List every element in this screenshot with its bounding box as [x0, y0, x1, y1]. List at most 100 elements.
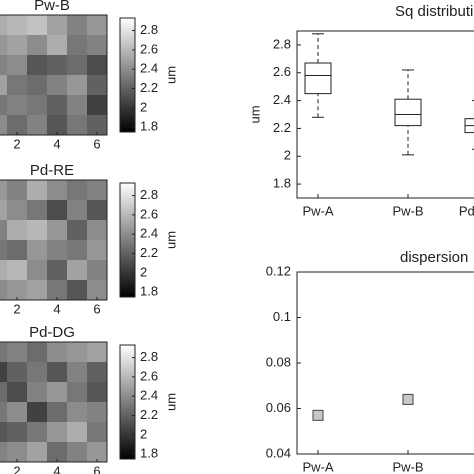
- x-tick-label: 2: [13, 136, 20, 151]
- y-tick-label: 0.12: [266, 263, 291, 278]
- heatmap-cell: [67, 115, 87, 135]
- colorbar-tick-label: 2.4: [140, 226, 158, 241]
- heatmap-cell: [87, 55, 107, 75]
- heatmap-cell: [47, 15, 67, 35]
- heatmap-cell: [67, 260, 87, 280]
- colorbar-tick-label: 1.8: [140, 446, 158, 461]
- y-tick-label: 0.06: [266, 400, 291, 415]
- y-tick-label: 0.04: [266, 445, 291, 460]
- heatmap-cell: [87, 362, 107, 382]
- heatmap-cell: [7, 402, 27, 422]
- y-tick-label: 0.1: [273, 309, 291, 324]
- heatmap-cell: [67, 35, 87, 55]
- heatmap-cell: [7, 342, 27, 362]
- heatmap-cell: [0, 342, 7, 362]
- heatmap-cell: [27, 382, 47, 402]
- heatmap-cell: [0, 402, 7, 422]
- heatmap-cell: [87, 342, 107, 362]
- heatmap-cell: [0, 115, 7, 135]
- x-tick-label: 6: [93, 136, 100, 151]
- heatmap-cell: [0, 75, 7, 95]
- heatmap-cell: [47, 95, 67, 115]
- heatmap-cell: [0, 260, 7, 280]
- heatmap-cell: [0, 362, 7, 382]
- heatmap-cell: [7, 115, 27, 135]
- heatmap-cell: [0, 15, 7, 35]
- heatmap-frame: [0, 14, 108, 136]
- heatmap-cell: [87, 382, 107, 402]
- heatmap-cell: [47, 280, 67, 300]
- heatmap-cell: [87, 402, 107, 422]
- y-tick-label: 0.08: [266, 354, 291, 369]
- chart-title: Sq distribution: [395, 3, 474, 20]
- heatmap-cell: [47, 115, 67, 135]
- heatmap-cell: [67, 15, 87, 35]
- heatmap-cell: [47, 422, 67, 442]
- heatmap-frame: [0, 341, 108, 463]
- x-tick-label: Pd-RE: [459, 203, 474, 218]
- heatmap-title: Pd-DG: [29, 324, 75, 341]
- heatmap-cell: [47, 200, 67, 220]
- heatmap-cell: [0, 220, 7, 240]
- heatmap-cell: [47, 75, 67, 95]
- y-tick-label: 2: [284, 148, 291, 163]
- heatmap-cell: [0, 35, 7, 55]
- y-tick-label: 2.4: [273, 92, 291, 107]
- heatmap-title: Pw-B: [34, 0, 70, 14]
- heatmap-cell: [87, 220, 107, 240]
- heatmap-cell: [47, 180, 67, 200]
- heatmap-cell: [87, 200, 107, 220]
- heatmap-cell: [7, 442, 27, 462]
- axes-frame: [296, 271, 474, 455]
- heatmap-cell: [67, 220, 87, 240]
- heatmap-cell: [87, 260, 107, 280]
- heatmap-cell: [87, 280, 107, 300]
- colorbar-tick-label: 2.2: [140, 245, 158, 260]
- colorbar-tick-label: 2: [140, 264, 147, 279]
- heatmap-cell: [67, 382, 87, 402]
- x-tick-label: 2: [13, 301, 20, 316]
- heatmap-cell: [67, 442, 87, 462]
- box: [304, 62, 332, 95]
- heatmap-cell: [0, 422, 7, 442]
- colorbar-tick-label: 2.2: [140, 80, 158, 95]
- heatmap-cell: [87, 442, 107, 462]
- heatmap-cell: [47, 35, 67, 55]
- heatmap-cell: [67, 422, 87, 442]
- heatmap-frame: [0, 179, 108, 301]
- heatmap-cell: [87, 15, 107, 35]
- heatmap-cell: [0, 442, 7, 462]
- heatmap-cell: [27, 362, 47, 382]
- x-tick-label: 2: [13, 463, 20, 474]
- heatmap-cell: [0, 280, 7, 300]
- heatmap-cell: [7, 280, 27, 300]
- heatmap-cell: [87, 180, 107, 200]
- heatmap-cell: [27, 15, 47, 35]
- heatmap-cell: [27, 220, 47, 240]
- heatmap-cell: [47, 260, 67, 280]
- x-tick-label: 6: [93, 301, 100, 316]
- chart-title: dispersion: [400, 249, 468, 266]
- heatmap-cell: [7, 422, 27, 442]
- heatmap-cell: [47, 362, 67, 382]
- heatmap-cell: [0, 382, 7, 402]
- colorbar-tick-label: 2: [140, 426, 147, 441]
- x-tick-label: Pw-B: [392, 203, 423, 218]
- heatmap-cell: [67, 342, 87, 362]
- colorbar-label: um: [163, 231, 178, 249]
- heatmap-cell: [0, 200, 7, 220]
- heatmap-cell: [47, 402, 67, 422]
- heatmap-cell: [87, 422, 107, 442]
- heatmap-cell: [47, 442, 67, 462]
- heatmap-title: Pd-RE: [30, 162, 74, 179]
- heatmap-cell: [27, 402, 47, 422]
- heatmap-cell: [67, 280, 87, 300]
- heatmap-cell: [27, 115, 47, 135]
- heatmap-cell: [27, 442, 47, 462]
- y-tick-label: 2.2: [273, 120, 291, 135]
- y-axis-label: um: [247, 105, 262, 123]
- heatmap-cell: [7, 220, 27, 240]
- colorbar: [119, 344, 136, 460]
- colorbar-tick-label: 1.8: [140, 284, 158, 299]
- heatmap-cell: [67, 180, 87, 200]
